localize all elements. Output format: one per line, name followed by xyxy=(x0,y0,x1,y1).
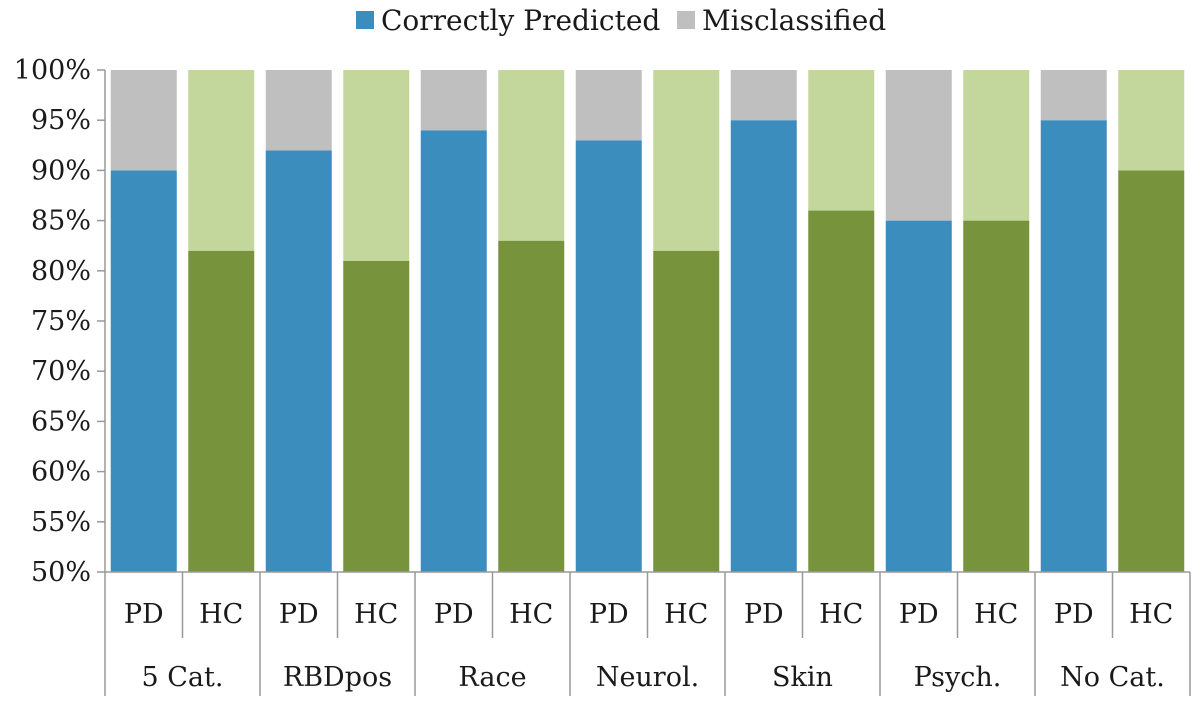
bar-correct-hc xyxy=(808,210,875,572)
bar-correct-pd xyxy=(575,140,642,572)
legend: Correctly Predicted Misclassified xyxy=(356,4,886,37)
bar-misclassified-pd xyxy=(885,70,952,221)
bar-misclassified-pd xyxy=(575,70,642,141)
legend-label-misclassified: Misclassified xyxy=(702,4,886,37)
bar-correct-hc xyxy=(1118,170,1185,572)
bar-correct-pd xyxy=(730,120,797,572)
y-tick-label: 80% xyxy=(31,256,91,287)
x-bar-label: PD xyxy=(744,599,784,630)
y-tick-label: 75% xyxy=(31,306,91,337)
bar-correct-pd xyxy=(885,220,952,572)
x-bar-label: PD xyxy=(434,599,474,630)
bar-correct-hc xyxy=(188,250,255,572)
x-bar-label: HC xyxy=(664,599,708,630)
bar-misclassified-hc xyxy=(498,70,565,241)
x-bar-label: PD xyxy=(899,599,939,630)
x-group-label: RBDpos xyxy=(283,662,392,693)
x-group-label: Psych. xyxy=(914,662,1002,693)
bar-correct-pd xyxy=(420,130,487,573)
x-bar-label: HC xyxy=(1129,599,1173,630)
bar-correct-pd xyxy=(1040,120,1107,572)
y-tick-label: 50% xyxy=(31,557,91,588)
bar-misclassified-pd xyxy=(420,70,487,131)
y-tick-label: 90% xyxy=(31,155,91,186)
legend-label-correct: Correctly Predicted xyxy=(381,4,660,37)
bar-misclassified-pd xyxy=(265,70,332,151)
x-bar-label: HC xyxy=(819,599,863,630)
bar-misclassified-pd xyxy=(730,70,797,121)
bar-misclassified-hc xyxy=(808,70,875,211)
y-tick-label: 100% xyxy=(14,55,91,86)
x-bar-label: PD xyxy=(1054,599,1094,630)
bar-misclassified-hc xyxy=(1118,70,1185,171)
plot-area: 50% 55% 60% 65% 70% 75% 80% 85% 90% 95% 100% PD HC PD… xyxy=(14,55,1191,696)
x-bar-label: PD xyxy=(279,599,319,630)
x-group-label: Race xyxy=(458,662,526,693)
bar-correct-hc xyxy=(963,220,1030,572)
x-bar-label: HC xyxy=(199,599,243,630)
bar-misclassified-hc xyxy=(343,70,410,261)
x-group-label: Skin xyxy=(772,662,833,693)
bar-correct-pd xyxy=(110,170,177,572)
x-bar-label: HC xyxy=(354,599,398,630)
x-bar-label: HC xyxy=(509,599,553,630)
bar-correct-pd xyxy=(265,150,332,572)
bar-correct-hc xyxy=(498,240,565,572)
x-group-label: Neurol. xyxy=(596,662,699,693)
legend-swatch-correct xyxy=(356,11,374,29)
x-group-label: No Cat. xyxy=(1060,662,1165,693)
bar-correct-hc xyxy=(343,260,410,572)
y-tick-label: 85% xyxy=(31,206,91,237)
bar-misclassified-pd xyxy=(1040,70,1107,121)
y-tick-label: 70% xyxy=(31,356,91,387)
x-group-label: 5 Cat. xyxy=(142,662,224,693)
bar-misclassified-pd xyxy=(110,70,177,171)
y-tick-label: 95% xyxy=(31,105,91,136)
x-bar-label: PD xyxy=(124,599,164,630)
bar-misclassified-hc xyxy=(188,70,255,251)
legend-swatch-misclassified xyxy=(677,11,695,29)
x-bar-label: HC xyxy=(974,599,1018,630)
y-tick-label: 65% xyxy=(31,406,91,437)
y-tick-label: 55% xyxy=(31,507,91,538)
y-tick-label: 60% xyxy=(31,457,91,488)
bar-misclassified-hc xyxy=(963,70,1030,221)
x-bar-label: PD xyxy=(589,599,629,630)
bar-correct-hc xyxy=(653,250,720,572)
bar-misclassified-hc xyxy=(653,70,720,251)
